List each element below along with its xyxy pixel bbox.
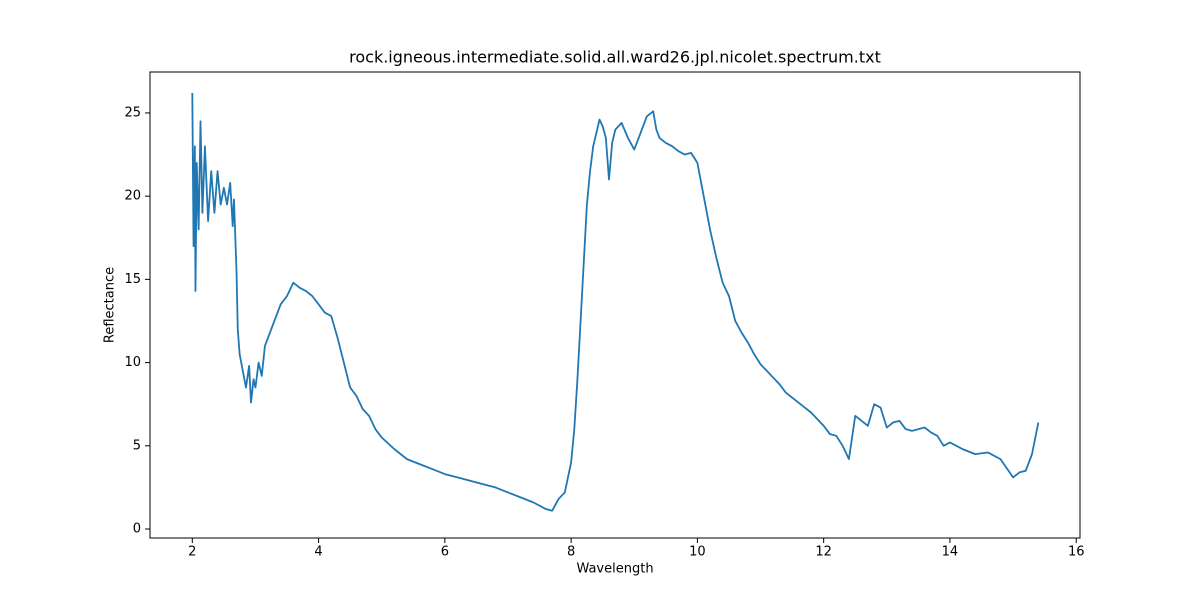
x-tick-label: 8 — [567, 545, 575, 560]
x-tick-label: 16 — [1068, 545, 1085, 560]
y-tick-label: 25 — [124, 105, 141, 120]
x-tick-label: 10 — [689, 545, 706, 560]
plot-frame — [149, 71, 1081, 539]
y-tick-label: 15 — [124, 272, 141, 287]
chart-title: rock.igneous.intermediate.solid.all.ward… — [349, 48, 881, 67]
y-tick-label: 5 — [133, 438, 141, 453]
x-axis-label: Wavelength — [576, 562, 653, 577]
x-tick-label: 6 — [441, 545, 449, 560]
x-tick-label: 2 — [188, 545, 196, 560]
y-axis-label: Reflectance — [103, 267, 118, 343]
y-tick-label: 10 — [124, 355, 141, 370]
y-tick-label: 20 — [124, 189, 141, 204]
data-line — [191, 92, 1040, 512]
x-tick-label: 12 — [815, 545, 832, 560]
y-tick-label: 0 — [133, 522, 141, 537]
x-tick-label: 4 — [314, 545, 322, 560]
x-tick-label: 14 — [942, 545, 959, 560]
